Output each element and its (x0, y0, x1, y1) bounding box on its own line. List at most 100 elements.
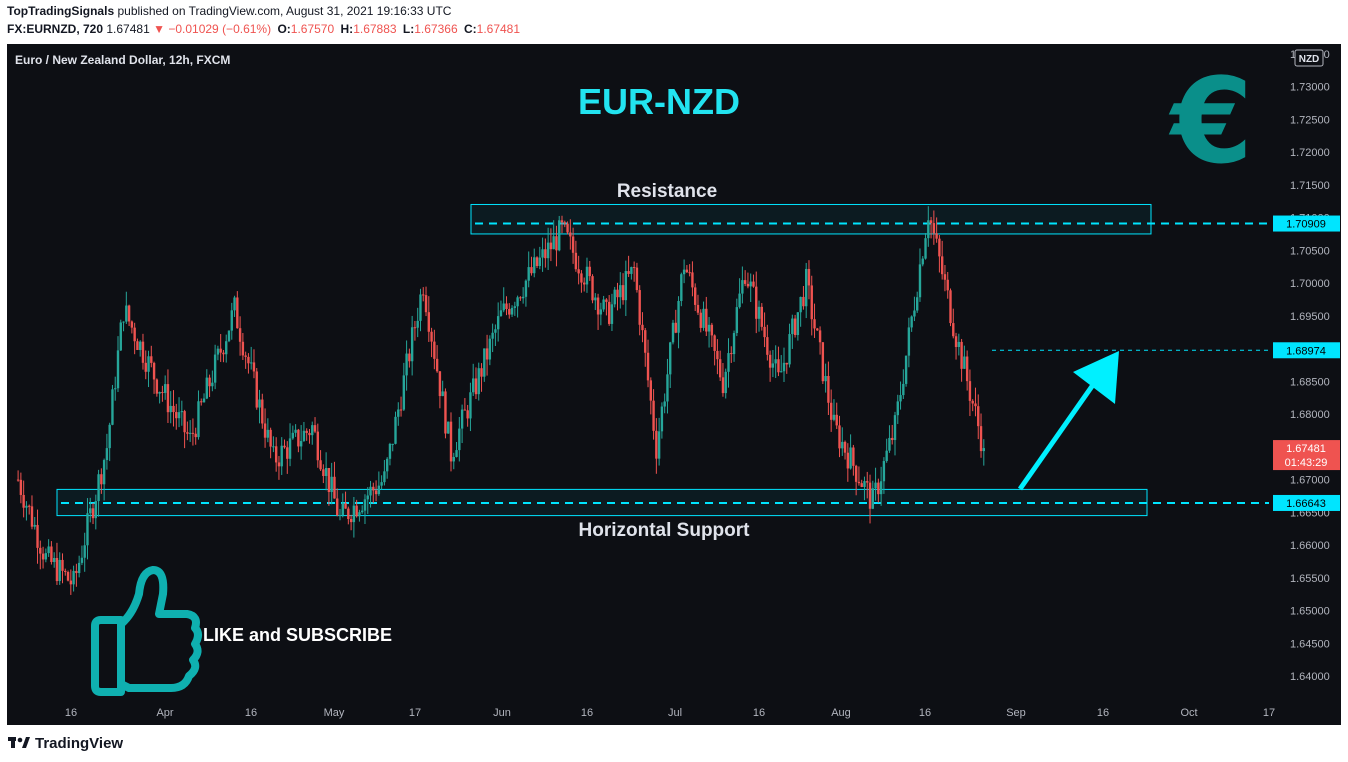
candle-body (752, 281, 755, 287)
candle-body (205, 377, 208, 399)
high-label: H: (340, 22, 354, 36)
candle-body (344, 503, 347, 509)
candle-body (571, 236, 575, 253)
x-tick-label: Jul (668, 707, 682, 719)
candle-body (657, 431, 661, 459)
candle-body (577, 269, 580, 274)
candle-body (22, 494, 25, 508)
candle-body (907, 327, 911, 356)
candle-body (483, 348, 486, 377)
candle-body (105, 448, 109, 461)
candle-body (788, 334, 791, 365)
candle-body (835, 414, 838, 426)
symbol-label[interactable]: FX:EURNZD, 720 (7, 22, 104, 36)
candle-body (136, 341, 139, 351)
candle-body (119, 322, 122, 351)
candle-body (472, 378, 475, 393)
candle-body (499, 310, 503, 317)
candle-body (624, 271, 628, 301)
candle-body (899, 395, 902, 402)
candle-body (480, 368, 483, 377)
candle-body (294, 429, 297, 433)
candle-body (796, 312, 800, 336)
candle-body (127, 305, 131, 322)
candle-body (732, 333, 736, 355)
candle-body (200, 401, 203, 403)
candle-body (916, 297, 919, 311)
candle-body (141, 341, 145, 363)
candle-body (677, 300, 680, 333)
candle-body (616, 289, 619, 298)
candle-body (696, 304, 700, 313)
resistance-label: Resistance (617, 181, 717, 202)
time-axis[interactable]: 16 Apr 16 May 17 Jun 16 Jul 16 Aug 16 Sep 16 Oct 17 (65, 707, 1275, 719)
candle-body (685, 269, 689, 273)
candle-body (716, 350, 719, 360)
candle-body (977, 406, 980, 427)
candle-body (44, 553, 48, 560)
candle-body (66, 572, 70, 581)
projection-arrow (1017, 351, 1119, 491)
currency-badge[interactable] (1294, 49, 1324, 67)
candle-body (28, 505, 31, 507)
candle-body (854, 465, 858, 482)
candle-body (902, 383, 905, 396)
candle-body (782, 362, 786, 372)
candle-body (277, 462, 281, 467)
close-label: C: (463, 22, 477, 36)
candle-body (225, 341, 228, 355)
candle-body (194, 433, 197, 438)
candle-body (202, 398, 206, 403)
x-tick-label: 17 (1263, 707, 1275, 719)
support-badge-label: 1.66643 (1286, 498, 1326, 510)
candle-body (263, 423, 267, 438)
candle-body (702, 308, 705, 328)
candle-body (447, 421, 450, 434)
candle-body (175, 412, 178, 419)
candle-body (866, 481, 869, 483)
sr-zones (56, 203, 1269, 517)
candle-body (308, 432, 311, 436)
candle-body (538, 257, 541, 267)
candle-body (952, 323, 955, 337)
tradingview-logo[interactable]: TradingView (8, 735, 123, 752)
candle-body (644, 330, 647, 353)
price-axis[interactable]: 1.735001.730001.725001.720001.715001.710… (1273, 44, 1341, 725)
candle-body (663, 401, 666, 407)
x-tick-label: 16 (65, 707, 77, 719)
candle-body (841, 441, 844, 449)
price-chart[interactable]: 1.735001.730001.725001.720001.715001.710… (7, 44, 1341, 725)
candle-body (871, 488, 874, 509)
candle-body (860, 483, 863, 488)
candle-body (52, 557, 56, 563)
candle-body (827, 375, 830, 403)
publish-info: TopTradingSignals published on TradingVi… (7, 4, 451, 18)
candle-body (72, 570, 75, 585)
candle-body (125, 305, 128, 322)
candle-body (516, 297, 519, 307)
candle-body (383, 471, 386, 483)
x-tick-label: 16 (919, 707, 931, 719)
chart-panel[interactable]: 1.735001.730001.725001.720001.715001.710… (7, 44, 1341, 725)
candle-body (366, 495, 369, 500)
y-tick-label: 1.69500 (1290, 311, 1330, 323)
candle-body (957, 341, 961, 348)
candle-body (913, 310, 916, 317)
candle-body (535, 257, 539, 267)
resistance-badge (1273, 215, 1340, 232)
like-subscribe-label: LIKE and SUBSCRIBE (203, 625, 392, 645)
candle-body (413, 327, 417, 329)
candle-body (646, 352, 650, 381)
candle-body (438, 371, 442, 397)
candle-body (943, 274, 947, 280)
candle-body (569, 232, 572, 237)
candle-body (458, 428, 461, 451)
high-value: 1.67883 (353, 22, 397, 36)
candle-body (968, 381, 972, 401)
candle-body (580, 273, 583, 283)
candle-body (191, 432, 195, 434)
candle-body (361, 510, 364, 513)
author-name[interactable]: TopTradingSignals (7, 4, 115, 18)
candle-body (230, 310, 233, 331)
candle-body (560, 220, 564, 223)
